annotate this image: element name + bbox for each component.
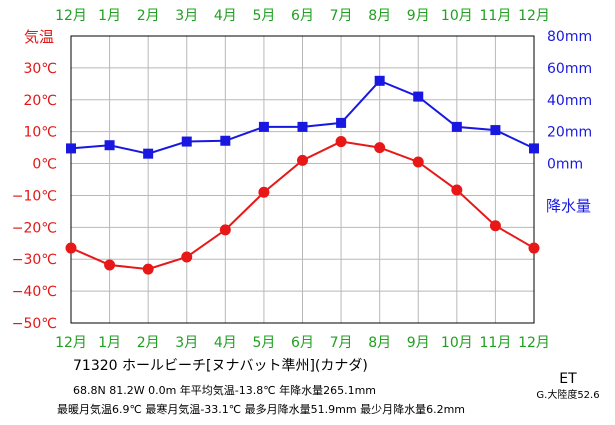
bottom-month-labels: 12月 1月 2月 3月 4月 5月 6月 7月 8月 9月 10月 11月 12月 (55, 335, 550, 351)
temperature-tick-label: −30℃ (12, 252, 57, 268)
temperature-tick-label: 30℃ (23, 61, 57, 77)
month-label-top: 1月 (98, 8, 121, 24)
month-label-bottom: 7月 (330, 335, 353, 351)
month-label-top: 2月 (137, 8, 160, 24)
month-label-bottom: 11月 (480, 335, 512, 351)
month-label-top: 12月 (55, 8, 87, 24)
temperature-tick-label: 20℃ (23, 93, 57, 109)
month-label-top: 8月 (368, 8, 391, 24)
month-label-top: 3月 (175, 8, 198, 24)
temperature-tick-label: 0℃ (32, 157, 57, 173)
month-label-top: 6月 (291, 8, 314, 24)
month-label-top: 5月 (252, 8, 275, 24)
month-label-bottom: 1月 (98, 335, 121, 351)
temperature-tick-label: 10℃ (23, 125, 57, 141)
temperature-point (181, 251, 193, 263)
month-label-bottom: 4月 (214, 335, 237, 351)
grid-lines (71, 36, 534, 323)
temperature-axis-title: 気温 (24, 28, 54, 46)
precipitation-point (258, 121, 269, 132)
month-label-top: 11月 (480, 8, 512, 24)
month-label-bottom: 5月 (252, 335, 275, 351)
temperature-point (412, 156, 424, 168)
temperature-point (528, 242, 540, 254)
temperature-point (142, 263, 154, 275)
precipitation-axis-title: 降水量 (546, 197, 591, 215)
month-label-bottom: 2月 (137, 335, 160, 351)
precipitation-tick-label: 80mm (547, 29, 592, 45)
month-label-bottom: 9月 (407, 335, 430, 351)
month-label-bottom: 10月 (441, 335, 473, 351)
temperature-point (451, 184, 463, 196)
month-label-top: 7月 (330, 8, 353, 24)
precipitation-tick-label: 20mm (547, 125, 592, 141)
precipitation-tick-label: 0mm (547, 157, 583, 173)
temperature-tick-labels: 30℃ 20℃ 10℃ 0℃ −10℃ −20℃ −30℃ −40℃ −50℃ (12, 61, 57, 332)
precipitation-point (529, 143, 539, 154)
temperature-tick-label: −20℃ (12, 220, 57, 236)
precipitation-point (297, 121, 308, 132)
month-label-bottom: 3月 (175, 335, 198, 351)
month-label-top: 10月 (441, 8, 473, 24)
temperature-tick-label: −50℃ (12, 316, 57, 332)
plot-frame (70, 35, 535, 324)
temperature-point (65, 242, 77, 254)
top-month-labels: 12月 1月 2月 3月 4月 5月 6月 7月 8月 9月 10月 11月 12月 (55, 8, 550, 24)
precipitation-point (104, 140, 115, 151)
month-label-bottom: 8月 (368, 335, 391, 351)
temperature-point (335, 136, 347, 148)
precipitation-tick-labels: 80mm 60mm 40mm 20mm 0mm (547, 29, 592, 173)
month-label-bottom: 12月 (518, 335, 550, 351)
temperature-series (65, 136, 540, 275)
month-label-bottom: 12月 (55, 335, 87, 351)
temperature-point (489, 220, 501, 232)
precipitation-point (451, 121, 462, 132)
precipitation-point (336, 117, 347, 128)
climate-class-label: ET (559, 371, 577, 387)
temperature-tick-label: −40℃ (12, 284, 57, 300)
station-stats-line1: 68.8N 81.2W 0.0m 年平均気温-13.8℃ 年降水量265.1mm (73, 383, 376, 397)
station-stats-line2: 最暖月気温6.9℃ 最寒月気温-33.1℃ 最多月降水量51.9mm 最少月降水… (57, 402, 465, 416)
precipitation-point (143, 148, 154, 159)
precipitation-point (413, 91, 424, 102)
precipitation-point (66, 143, 76, 154)
precipitation-tick-label: 60mm (547, 61, 592, 77)
month-label-top: 12月 (518, 8, 550, 24)
precipitation-series (66, 75, 539, 159)
precipitation-point (220, 135, 231, 146)
precipitation-point (181, 136, 192, 147)
month-label-bottom: 6月 (291, 335, 314, 351)
temperature-point (258, 186, 270, 198)
precipitation-point (490, 125, 501, 136)
temperature-tick-label: −10℃ (12, 188, 57, 204)
temperature-point (297, 154, 308, 166)
month-label-top: 9月 (407, 8, 430, 24)
temperature-point (219, 224, 231, 236)
month-label-top: 4月 (214, 8, 237, 24)
continentality-label: G.大陸度52.6 (536, 388, 599, 401)
station-title: 71320 ホールビーチ[ヌナバット準州](カナダ) (73, 358, 368, 374)
temperature-point (374, 142, 386, 154)
precipitation-tick-label: 40mm (547, 93, 592, 109)
temperature-point (104, 259, 116, 271)
precipitation-point (374, 75, 385, 86)
